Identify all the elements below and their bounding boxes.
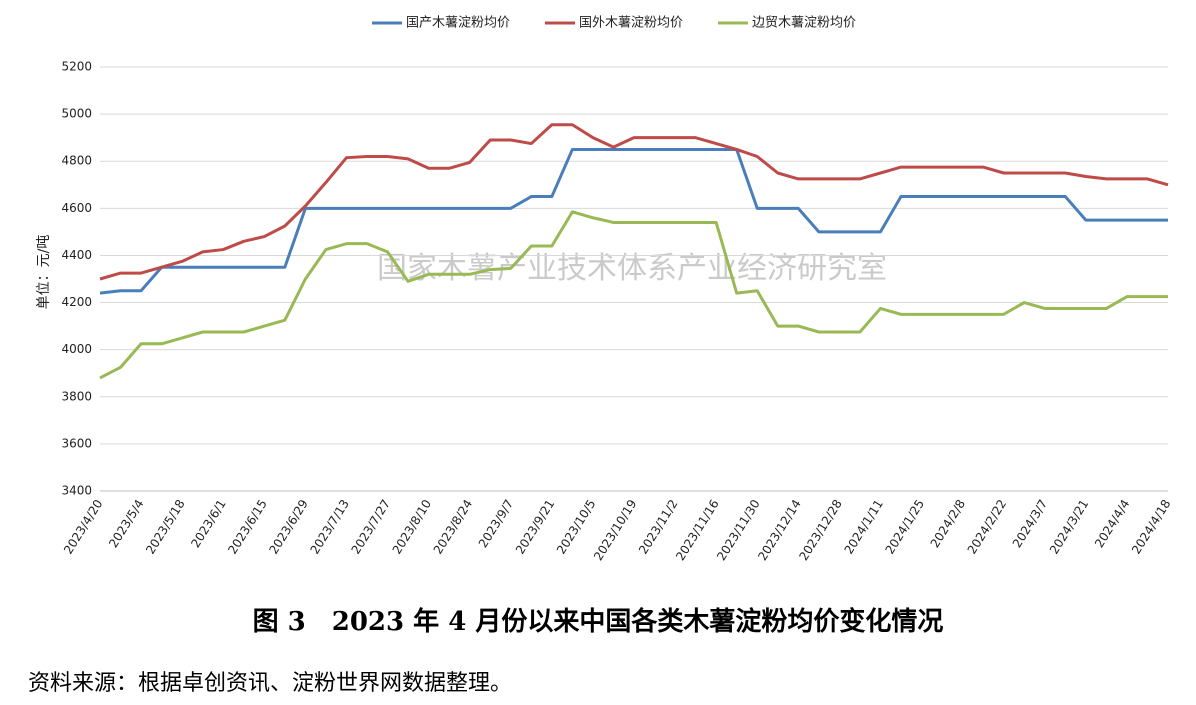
watermark: 国家木薯产业技术体系产业经济研究室: [377, 251, 887, 286]
x-tick-label: 2023/9/7: [476, 497, 516, 550]
legend-label: 国产木薯淀粉均价: [406, 16, 510, 31]
y-tick-label: 4800: [61, 154, 92, 168]
y-axis-label: 单位：元/吨: [36, 235, 52, 310]
x-tick-label: 2024/1/11: [841, 497, 885, 557]
source: 资料来源：根据卓创资讯、淀粉世界网数据整理。: [28, 671, 512, 696]
y-tick-label: 4200: [61, 295, 92, 309]
x-tick-label: 2023/6/1: [188, 497, 228, 550]
x-tick-label: 2023/8/24: [431, 497, 475, 557]
x-tick-label: 2023/9/21: [513, 497, 557, 557]
x-tick-label: 2023/10/19: [591, 497, 640, 563]
x-tick-label: 2023/12/28: [796, 497, 845, 563]
x-tick-label: 2023/6/15: [225, 497, 269, 557]
y-tick-label: 5200: [61, 60, 92, 74]
series-line: [99, 147, 1168, 295]
y-tick-label: 5000: [61, 107, 92, 121]
y-tick-label: 4000: [61, 342, 92, 356]
y-tick-label: 3400: [61, 484, 92, 498]
x-tick-label: 2023/7/13: [307, 497, 351, 557]
x-tick-label: 2023/11/30: [714, 497, 763, 563]
caption: 图 3 2023 年 4 月份以来中国各类木薯淀粉均价变化情况: [253, 606, 944, 637]
y-tick-label: 3600: [61, 436, 92, 450]
series-line: [99, 210, 1168, 380]
x-tick-label: 2023/10/5: [554, 497, 598, 557]
y-tick-label: 4600: [61, 201, 92, 215]
x-tick-label: 2024/3/21: [1047, 497, 1091, 557]
x-tick-label: 2024/2/22: [965, 497, 1009, 557]
x-tick-label: 2024/3/7: [1010, 497, 1050, 550]
legend-label: 国外木薯淀粉均价: [579, 16, 683, 31]
y-tick-label: 4400: [61, 248, 92, 262]
x-tick-label: 2023/6/29: [266, 497, 310, 557]
x-tick-label: 2023/11/16: [673, 497, 722, 563]
legend-label: 边贸木薯淀粉均价: [752, 16, 856, 31]
x-tick-label: 2023/5/18: [143, 497, 187, 557]
x-tick-label: 2023/8/10: [390, 497, 434, 557]
x-tick-label: 2024/2/8: [928, 497, 968, 550]
x-tick-label: 2024/4/4: [1092, 497, 1132, 550]
x-tick-label: 2024/1/25: [883, 497, 927, 557]
y-tick-label: 3800: [61, 389, 92, 403]
x-tick-label: 2023/7/27: [349, 497, 393, 557]
x-tick-label: 2023/5/4: [106, 497, 146, 550]
x-tick-label: 2023/12/14: [755, 497, 804, 563]
x-tick-label: 2023/4/20: [61, 497, 105, 557]
series-line: [99, 123, 1169, 281]
x-tick-label: 2023/11/2: [636, 497, 680, 557]
x-tick-label: 2024/4/18: [1129, 497, 1173, 557]
